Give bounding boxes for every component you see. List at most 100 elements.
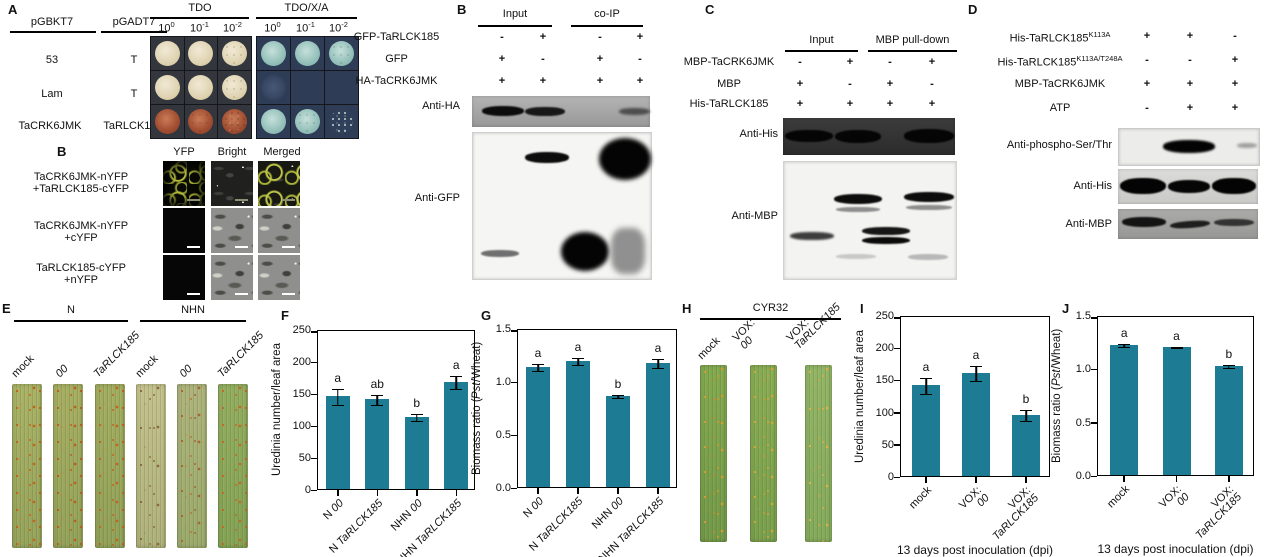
panel-label-e: E bbox=[2, 301, 11, 316]
micrograph-bright bbox=[211, 255, 253, 300]
significance-letter: b bbox=[413, 395, 421, 410]
leaf-label: 00 bbox=[53, 362, 71, 380]
sign: - bbox=[848, 78, 852, 90]
prey-header: pGADT7 bbox=[112, 16, 156, 28]
sign: - bbox=[1233, 30, 1237, 42]
blot-anti-mbp bbox=[1118, 209, 1258, 239]
y-tick-label: 250 bbox=[292, 324, 311, 336]
y-tick-label: 0 bbox=[304, 484, 311, 496]
micrograph-bright bbox=[211, 161, 253, 206]
sign: + bbox=[1186, 102, 1194, 114]
prey-t1: T bbox=[130, 54, 138, 66]
error-bar bbox=[1170, 346, 1183, 350]
blot-label-anti-mbp: Anti-MBP bbox=[731, 210, 778, 222]
error-bar bbox=[1118, 343, 1131, 348]
sign: + bbox=[539, 75, 547, 87]
band bbox=[481, 250, 519, 257]
error-bar bbox=[612, 394, 624, 399]
band bbox=[904, 129, 954, 143]
error-bar bbox=[331, 388, 344, 406]
significance-letter: ab bbox=[370, 376, 384, 391]
significance-letter: a bbox=[1120, 325, 1128, 340]
significance-letter: a bbox=[334, 370, 342, 385]
sign: - bbox=[930, 78, 934, 90]
band bbox=[1122, 217, 1166, 227]
scale-bar bbox=[235, 293, 248, 295]
band bbox=[611, 228, 645, 274]
group-n: N bbox=[67, 304, 75, 316]
panel-label-j: J bbox=[1062, 301, 1070, 316]
chart-uredinia-vox: Uredinia number/leaf area 0 50 100 150 200 250… bbox=[838, 306, 1068, 557]
band bbox=[1120, 178, 1166, 194]
sign: - bbox=[798, 56, 802, 68]
band bbox=[561, 232, 609, 271]
leaf-label: mock bbox=[133, 352, 161, 380]
micrograph-yfp-signal bbox=[163, 161, 205, 206]
sign: + bbox=[1186, 30, 1194, 42]
sign: + bbox=[636, 75, 644, 87]
scale-bar bbox=[282, 293, 295, 295]
y-tick-mark bbox=[311, 425, 317, 427]
bar-mock bbox=[1110, 344, 1139, 475]
leaf-image-n-00 bbox=[53, 384, 83, 548]
bait-tacrk6jmk: TaCRK6JMK bbox=[18, 120, 82, 132]
y-tick-mark bbox=[311, 361, 317, 363]
x-category-text: NHN 00 bbox=[388, 497, 425, 534]
x-tick-mark bbox=[337, 490, 339, 496]
y-tick-mark bbox=[1091, 422, 1097, 424]
bifc-col-merged: Merged bbox=[263, 146, 301, 158]
y-tick-label: 100 bbox=[292, 420, 311, 432]
band bbox=[1237, 143, 1257, 148]
divider bbox=[14, 320, 128, 322]
band bbox=[835, 130, 881, 143]
y-tick-label: 0.5 bbox=[495, 429, 511, 441]
construct-label: GFP bbox=[385, 53, 408, 65]
band bbox=[525, 107, 565, 116]
blot-anti-mbp bbox=[783, 161, 957, 280]
yeast-colony bbox=[329, 41, 354, 66]
y-tick-label: 0.0 bbox=[1075, 470, 1091, 482]
x-tick-mark bbox=[455, 490, 457, 496]
bar-NHN TaRLCK185 bbox=[646, 362, 670, 487]
sign: + bbox=[539, 31, 547, 43]
y-axis-label: Uredinia number/leaf area bbox=[854, 330, 866, 463]
bifc-row-label: TaCRK6JMK-nYFP +cYFP bbox=[33, 220, 129, 244]
y-tick-mark bbox=[1091, 368, 1097, 371]
blot-label-anti-mbp: Anti-MBP bbox=[1065, 218, 1112, 230]
error-bar bbox=[371, 394, 384, 407]
bait-lam: Lam bbox=[41, 88, 63, 100]
y-tick-label: 150 bbox=[875, 374, 894, 387]
plate-title-tdo: TDO bbox=[188, 2, 212, 14]
x-tick-mark bbox=[537, 488, 539, 494]
yeast-colony bbox=[188, 75, 214, 100]
band bbox=[1212, 178, 1256, 194]
divider bbox=[140, 320, 246, 322]
sign: + bbox=[596, 75, 604, 87]
y-tick-label: 1.5 bbox=[495, 323, 511, 335]
isolate-title: CYR32 bbox=[752, 302, 789, 314]
yeast-plate-tdo bbox=[150, 36, 252, 139]
band bbox=[785, 130, 833, 142]
y-tick-label: 1.0 bbox=[1075, 363, 1091, 376]
bifc-row-label: TaCRK6JMK-nYFP +TaRLCK185-cYFP bbox=[32, 171, 130, 195]
yeast-colony bbox=[222, 41, 248, 66]
y-tick-mark bbox=[1091, 475, 1097, 477]
band bbox=[836, 207, 880, 212]
sign: - bbox=[541, 53, 545, 65]
panel-label-f: F bbox=[281, 308, 289, 323]
x-axis-label: 13 days post inoculation (dpi) bbox=[896, 543, 1054, 557]
y-tick-label: 0.0 bbox=[495, 482, 511, 494]
y-tick-label: 200 bbox=[875, 342, 894, 355]
plate-title-tdoxa: TDO/X/A bbox=[284, 2, 329, 14]
sign: - bbox=[598, 31, 602, 43]
x-tick-mark bbox=[1025, 477, 1027, 483]
yeast-colony bbox=[295, 109, 320, 134]
leaf-label: mock bbox=[695, 334, 723, 362]
bait-header: pGBKT7 bbox=[30, 16, 74, 28]
yeast-colony-faint bbox=[261, 75, 286, 100]
divider bbox=[785, 50, 858, 52]
y-tick-label: 150 bbox=[292, 388, 311, 400]
y-tick-mark bbox=[311, 393, 317, 395]
error-bar bbox=[450, 376, 463, 391]
